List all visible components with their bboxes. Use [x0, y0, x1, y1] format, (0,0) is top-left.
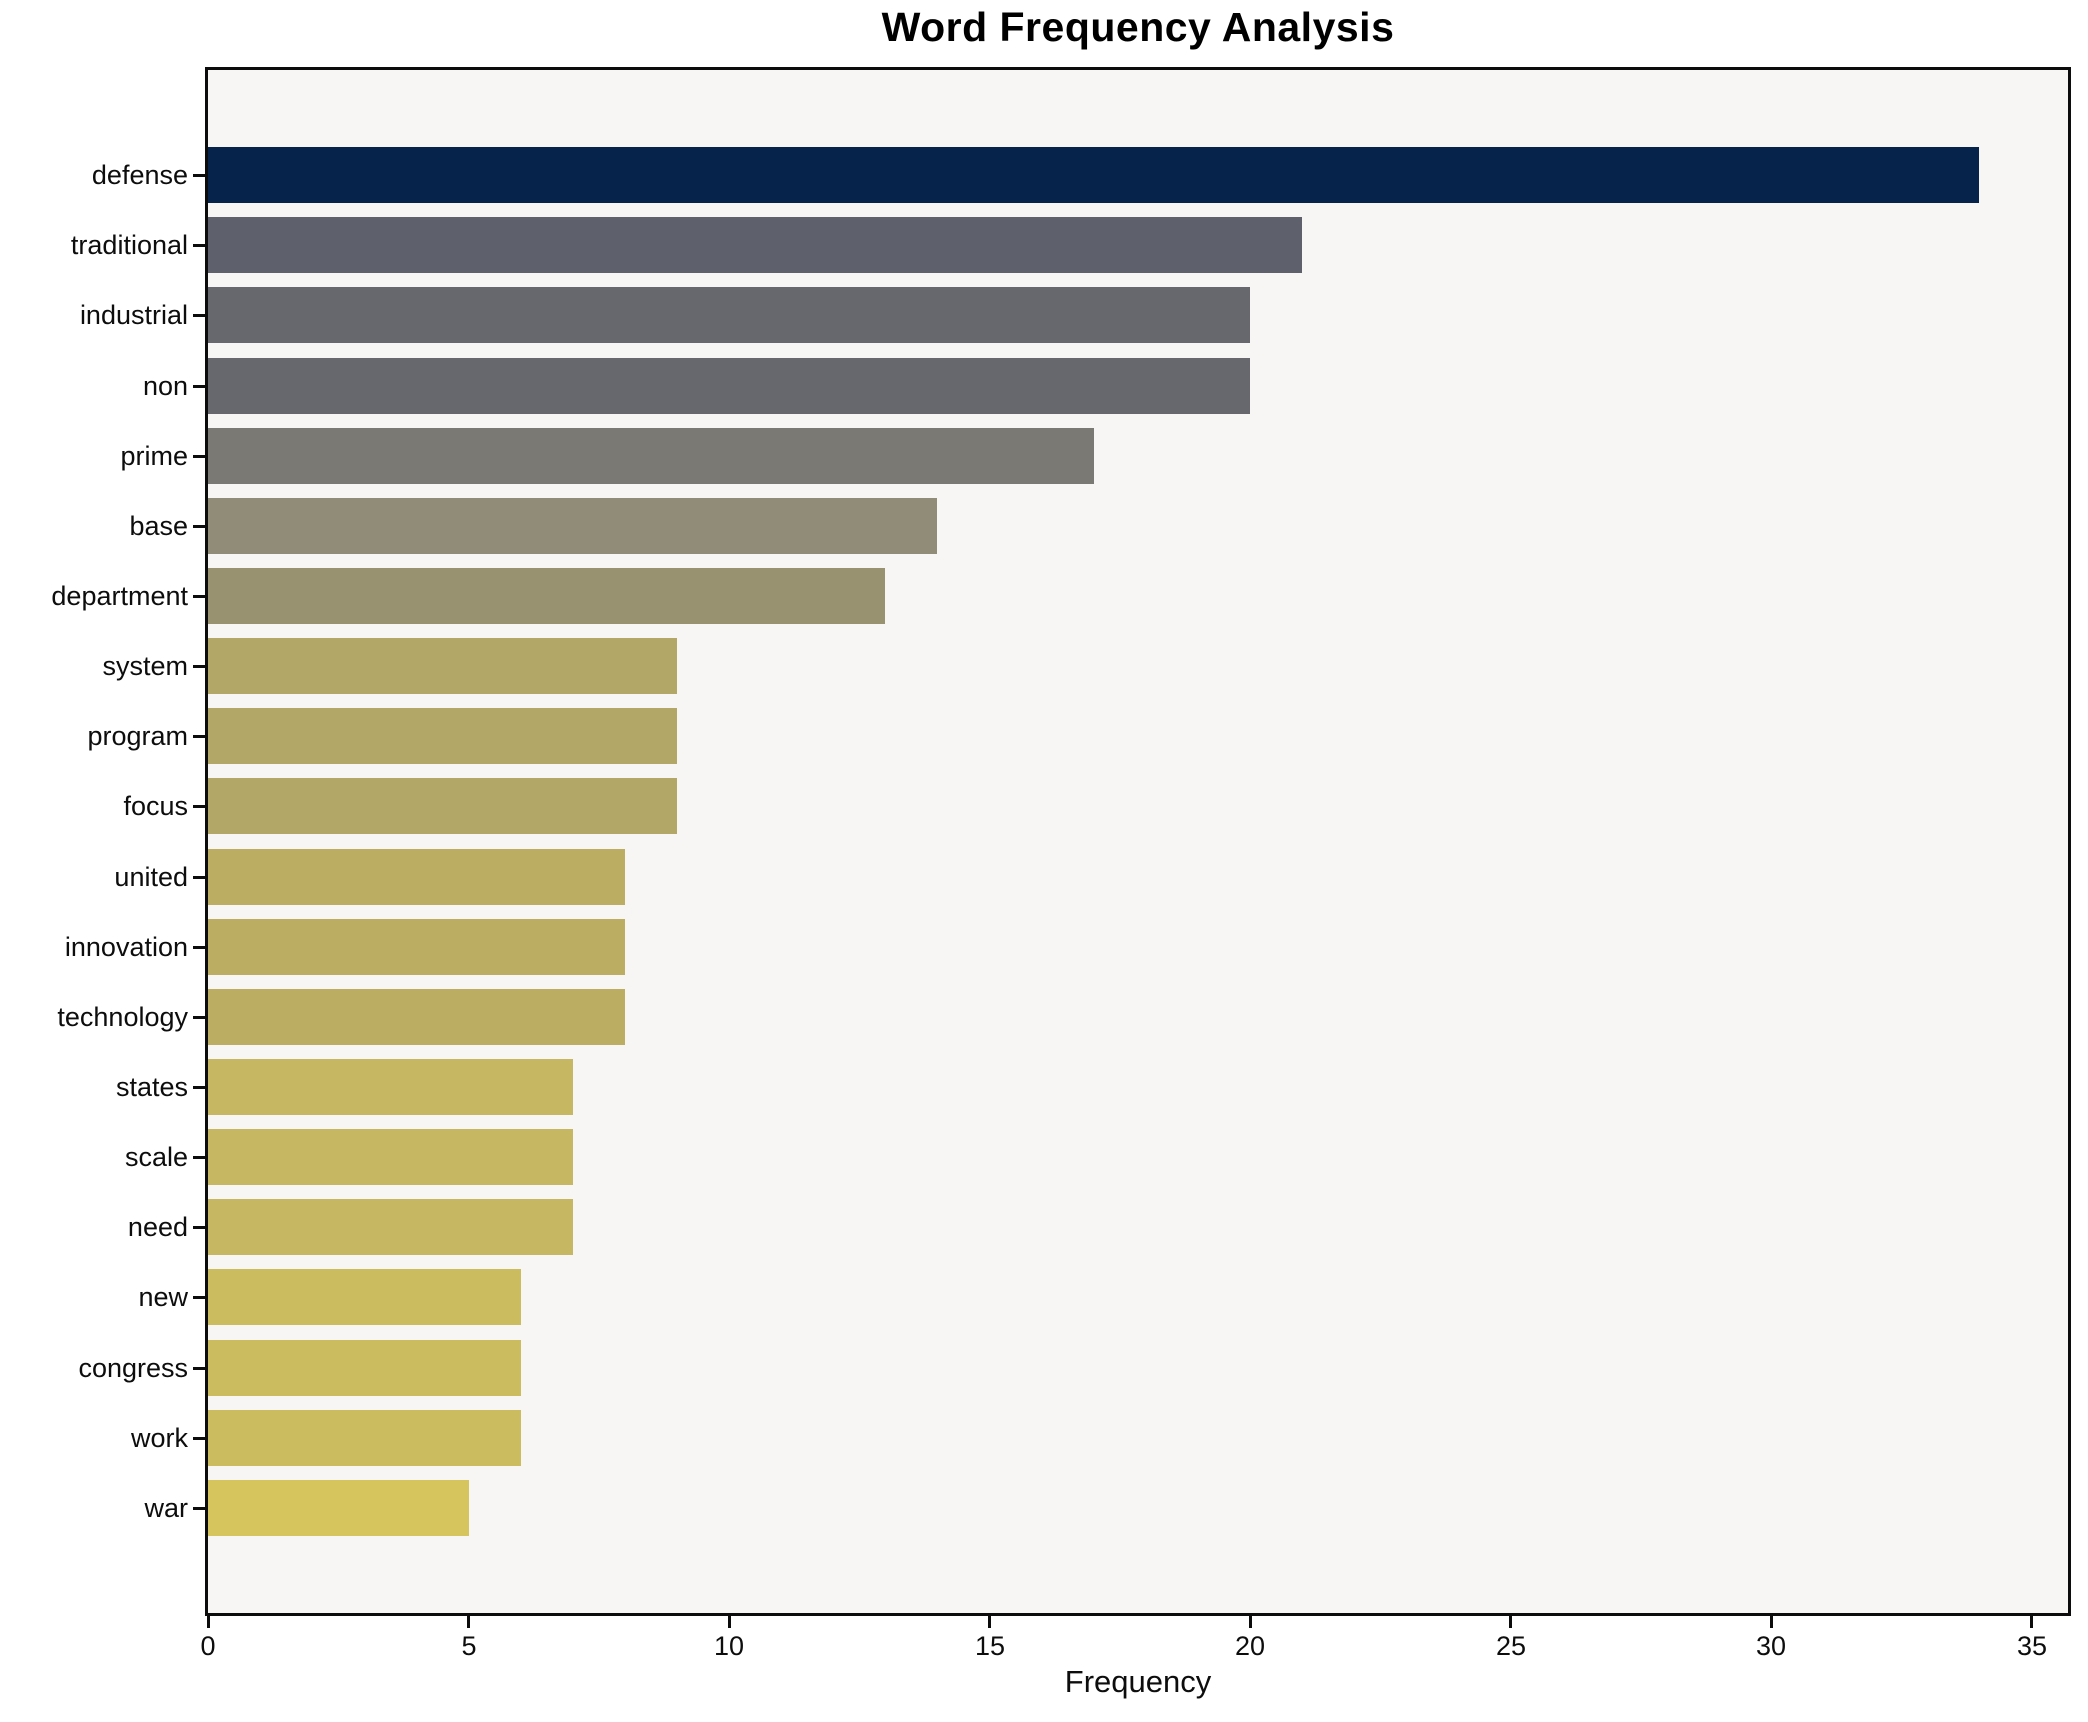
y-tick-label-technology: technology — [57, 1002, 188, 1032]
x-tick-label-0: 0 — [200, 1631, 216, 1661]
y-tick-mark — [193, 595, 205, 598]
bar-non — [208, 358, 1250, 414]
bar-prime — [208, 428, 1094, 484]
y-tick-mark — [193, 1437, 205, 1440]
y-tick-mark — [193, 1016, 205, 1019]
y-tick-mark — [193, 174, 205, 177]
y-tick-label-industrial: industrial — [79, 300, 188, 330]
x-tick-label-15: 15 — [974, 1631, 1006, 1661]
x-tick-label-35: 35 — [2016, 1631, 2048, 1661]
y-tick-mark — [193, 735, 205, 738]
y-tick-mark — [193, 1226, 205, 1229]
x-tick-label-30: 30 — [1755, 1631, 1787, 1661]
y-tick-label-war: war — [144, 1493, 188, 1523]
y-tick-mark — [193, 876, 205, 879]
y-tick-mark — [193, 385, 205, 388]
bar-focus — [208, 778, 677, 834]
x-tick-mark — [207, 1616, 210, 1628]
bar-traditional — [208, 217, 1302, 273]
y-tick-label-defense: defense — [91, 160, 188, 190]
bar-system — [208, 638, 677, 694]
bar-united — [208, 849, 625, 905]
x-tick-mark — [728, 1616, 731, 1628]
y-tick-label-base: base — [129, 511, 188, 541]
y-tick-label-scale: scale — [124, 1142, 188, 1172]
x-tick-mark — [988, 1616, 991, 1628]
y-tick-label-prime: prime — [120, 441, 188, 471]
y-tick-label-united: united — [114, 862, 188, 892]
x-tick-mark — [1770, 1616, 1773, 1628]
x-axis-title: Frequency — [1064, 1664, 1212, 1699]
x-tick-mark — [2030, 1616, 2033, 1628]
bar-defense — [208, 147, 1979, 203]
bar-program — [208, 708, 677, 764]
y-tick-mark — [193, 244, 205, 247]
y-tick-mark — [193, 1156, 205, 1159]
y-tick-label-innovation: innovation — [64, 932, 188, 962]
y-tick-mark — [193, 455, 205, 458]
y-tick-label-focus: focus — [123, 791, 188, 821]
x-tick-mark — [1249, 1616, 1252, 1628]
y-tick-mark — [193, 665, 205, 668]
y-tick-mark — [193, 1507, 205, 1510]
y-tick-label-traditional: traditional — [70, 230, 188, 260]
x-tick-label-10: 10 — [713, 1631, 745, 1661]
bar-new — [208, 1269, 521, 1325]
y-tick-label-new: new — [138, 1282, 188, 1312]
x-tick-label-20: 20 — [1234, 1631, 1266, 1661]
bar-states — [208, 1059, 573, 1115]
bar-need — [208, 1199, 573, 1255]
x-tick-mark — [1509, 1616, 1512, 1628]
bar-innovation — [208, 919, 625, 975]
x-tick-label-25: 25 — [1495, 1631, 1527, 1661]
y-tick-label-congress: congress — [78, 1353, 188, 1383]
y-tick-label-states: states — [115, 1072, 188, 1102]
y-tick-label-system: system — [102, 651, 188, 681]
bar-base — [208, 498, 937, 554]
bar-scale — [208, 1129, 573, 1185]
y-tick-mark — [193, 314, 205, 317]
y-tick-mark — [193, 1296, 205, 1299]
x-tick-label-5: 5 — [461, 1631, 477, 1661]
y-tick-label-work: work — [130, 1423, 188, 1453]
y-tick-label-need: need — [127, 1212, 188, 1242]
bar-congress — [208, 1340, 521, 1396]
chart-title: Word Frequency Analysis — [881, 4, 1395, 50]
y-tick-mark — [193, 1367, 205, 1370]
bar-department — [208, 568, 885, 624]
bar-technology — [208, 989, 625, 1045]
bar-war — [208, 1480, 469, 1536]
y-tick-mark — [193, 1086, 205, 1089]
y-tick-label-non: non — [142, 371, 188, 401]
bar-industrial — [208, 287, 1250, 343]
x-tick-mark — [467, 1616, 470, 1628]
y-tick-label-program: program — [87, 721, 188, 751]
y-tick-mark — [193, 805, 205, 808]
y-tick-label-department: department — [51, 581, 188, 611]
y-tick-mark — [193, 525, 205, 528]
bar-work — [208, 1410, 521, 1466]
y-tick-mark — [193, 946, 205, 949]
